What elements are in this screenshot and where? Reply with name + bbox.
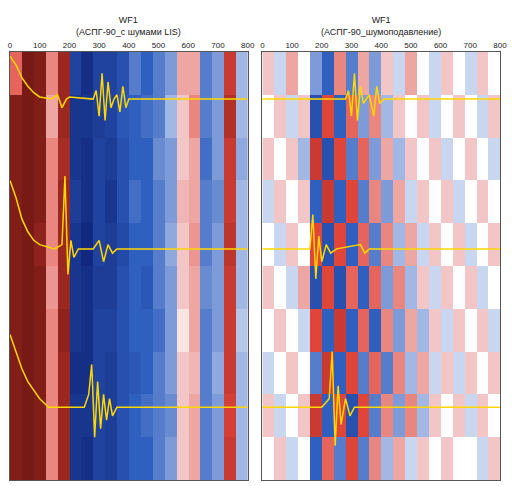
svg-text:700: 700: [211, 41, 225, 50]
svg-text:500: 500: [152, 41, 166, 50]
svg-text:400: 400: [122, 41, 136, 50]
svg-text:600: 600: [182, 41, 196, 50]
svg-text:700: 700: [464, 41, 478, 50]
svg-text:100: 100: [33, 41, 47, 50]
svg-text:WF1(АСПГ-90_шумоподавление): WF1(АСПГ-90_шумоподавление): [321, 15, 441, 37]
svg-text:200: 200: [315, 41, 329, 50]
svg-text:400: 400: [375, 41, 389, 50]
svg-text:800: 800: [493, 41, 507, 50]
svg-text:500: 500: [404, 41, 418, 50]
svg-text:300: 300: [92, 41, 106, 50]
svg-text:800: 800: [241, 41, 255, 50]
svg-text:600: 600: [434, 41, 448, 50]
svg-text:0: 0: [8, 41, 13, 50]
svg-text:0: 0: [260, 41, 265, 50]
svg-text:WF1(АСПГ-90_с шумами LIS): WF1(АСПГ-90_с шумами LIS): [76, 15, 181, 37]
svg-text:200: 200: [63, 41, 77, 50]
svg-text:100: 100: [285, 41, 299, 50]
svg-text:300: 300: [345, 41, 359, 50]
